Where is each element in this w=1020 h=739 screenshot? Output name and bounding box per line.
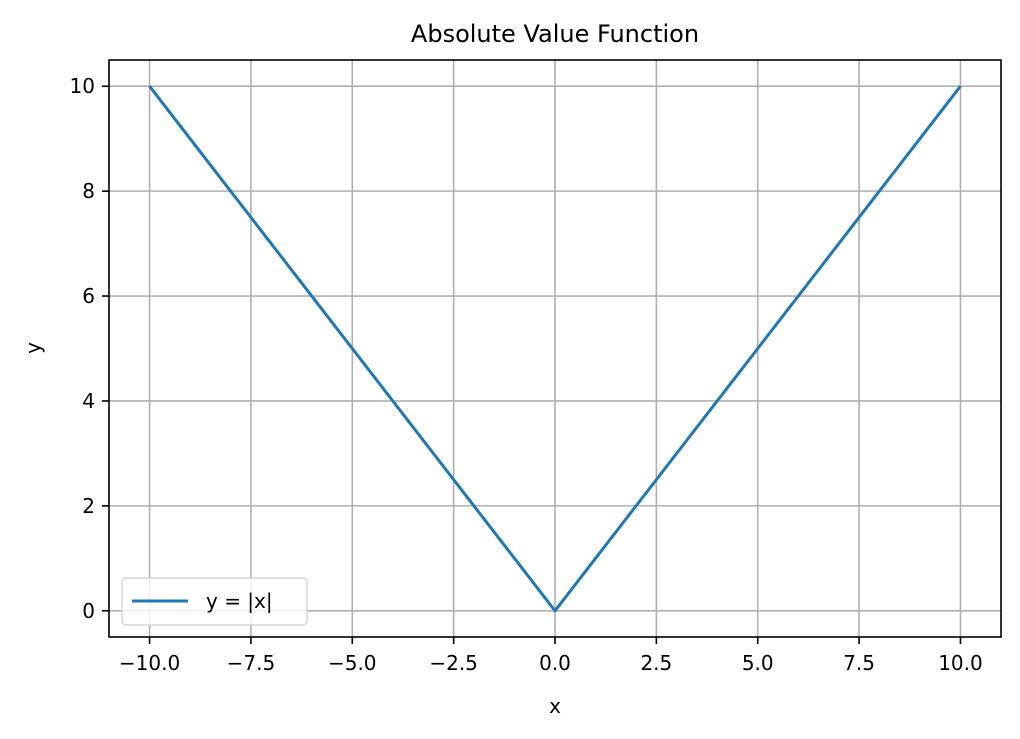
y-axis: 0 2 4 6 8 10 (70, 74, 109, 623)
plot-area (108, 59, 1002, 638)
x-axis-title: x (549, 694, 561, 718)
y-tick-label: 4 (82, 389, 95, 413)
x-tick-label: 5.0 (742, 651, 774, 675)
x-tick-label: 0.0 (539, 651, 571, 675)
x-tick-label: −10.0 (119, 651, 180, 675)
series-line (148, 85, 962, 613)
series-layer (148, 85, 962, 613)
legend-box (121, 577, 308, 626)
x-tick-label: −5.0 (328, 651, 377, 675)
y-axis-title: y (21, 342, 45, 354)
x-tick-label: 10.0 (938, 651, 983, 675)
x-tick-label: 2.5 (640, 651, 672, 675)
y-tick-label: 6 (82, 284, 95, 308)
x-axis: −10.0 −7.5 −5.0 −2.5 0.0 2.5 5.0 7.5 10.0 (119, 637, 983, 675)
y-tick-label: 0 (82, 599, 95, 623)
legend-label: y = |x| (206, 589, 273, 613)
y-tick-label: 10 (70, 74, 95, 98)
chart-title: Absolute Value Function (411, 20, 699, 48)
y-tick-label: 8 (82, 179, 95, 203)
y-tick-label: 2 (82, 494, 95, 518)
x-tick-label: 7.5 (843, 651, 875, 675)
legend: y = |x| (121, 577, 308, 626)
x-tick-label: −7.5 (227, 651, 276, 675)
x-tick-label: −2.5 (429, 651, 478, 675)
